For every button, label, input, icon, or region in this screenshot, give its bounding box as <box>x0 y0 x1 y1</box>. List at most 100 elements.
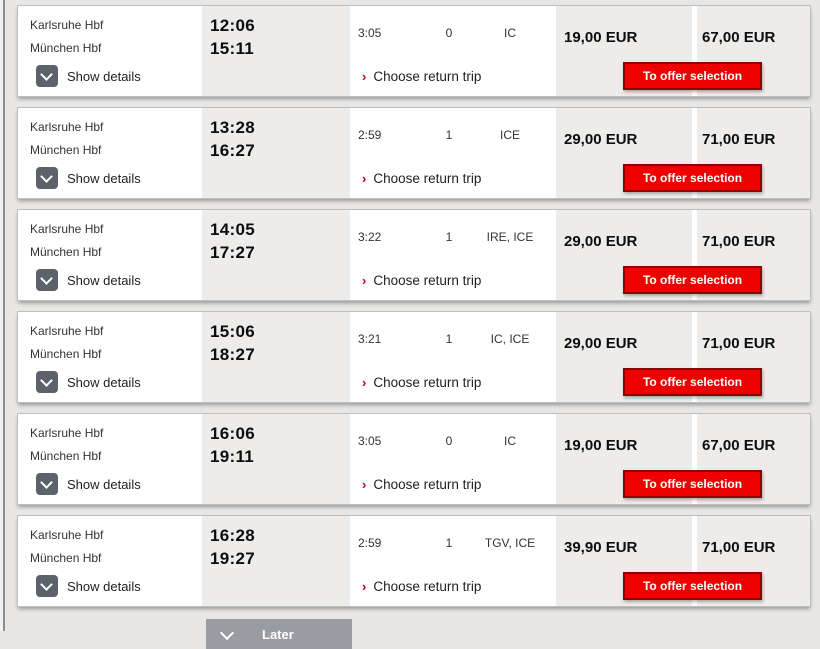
choose-return-trip-link[interactable]: › Choose return trip <box>362 477 481 492</box>
chevron-down-icon <box>36 371 58 393</box>
connection-row: Karlsruhe Hbf München Hbf Show details 1… <box>17 311 811 403</box>
prices-column: 29,00 EUR 71,00 EUR To offer selection <box>556 108 810 198</box>
departure-time: 16:06 <box>210 424 255 443</box>
choose-return-trip-link[interactable]: › Choose return trip <box>362 375 481 390</box>
duration-value: 3:22 <box>358 230 382 244</box>
stations-column: Karlsruhe Hbf München Hbf Show details <box>18 210 202 300</box>
price-divider <box>692 108 697 198</box>
trip-summary: 3:05 0 IC <box>358 434 542 448</box>
chevron-right-icon: › <box>362 69 367 84</box>
connection-list: Karlsruhe Hbf München Hbf Show details 1… <box>17 5 811 617</box>
changes-count: 1 <box>445 128 453 142</box>
times-column: 13:28 16:27 <box>202 108 350 198</box>
price-savings: 29,00 EUR <box>564 233 638 250</box>
arrival-station: München Hbf <box>30 41 102 55</box>
times-column: 14:05 17:27 <box>202 210 350 300</box>
show-details-button[interactable]: Show details <box>36 473 141 495</box>
later-label: Later <box>262 626 294 642</box>
departure-station: Karlsruhe Hbf <box>30 120 104 134</box>
choose-return-trip-label: Choose return trip <box>373 273 482 288</box>
to-offer-selection-button[interactable]: To offer selection <box>623 266 762 294</box>
connection-row: Karlsruhe Hbf München Hbf Show details 1… <box>17 5 811 97</box>
show-details-button[interactable]: Show details <box>36 167 141 189</box>
arrival-station: München Hbf <box>30 449 102 463</box>
departure-time: 13:28 <box>210 118 255 137</box>
departure-station: Karlsruhe Hbf <box>30 222 104 236</box>
arrival-time: 18:27 <box>210 345 255 364</box>
departure-station: Karlsruhe Hbf <box>30 18 104 32</box>
trip-summary: 2:59 1 TGV, ICE <box>358 536 542 550</box>
to-offer-selection-button[interactable]: To offer selection <box>623 368 762 396</box>
times-column: 15:06 18:27 <box>202 312 350 402</box>
prices-column: 29,00 EUR 71,00 EUR To offer selection <box>556 312 810 402</box>
arrival-station: München Hbf <box>30 551 102 565</box>
times-column: 16:06 19:11 <box>202 414 350 504</box>
departure-station: Karlsruhe Hbf <box>30 426 104 440</box>
show-details-label: Show details <box>67 68 141 84</box>
chevron-down-icon <box>220 627 234 641</box>
page-left-border <box>0 0 5 631</box>
connection-row: Karlsruhe Hbf München Hbf Show details 1… <box>17 209 811 301</box>
price-flexible: 71,00 EUR <box>702 233 776 250</box>
departure-time: 16:28 <box>210 526 255 545</box>
products-value: ICE <box>499 128 520 142</box>
choose-return-trip-link[interactable]: › Choose return trip <box>362 273 481 288</box>
to-offer-selection-button[interactable]: To offer selection <box>623 572 762 600</box>
to-offer-selection-button[interactable]: To offer selection <box>623 164 762 192</box>
products-value: IRE, ICE <box>486 230 534 244</box>
show-details-label: Show details <box>67 170 141 186</box>
connection-row: Karlsruhe Hbf München Hbf Show details 1… <box>17 107 811 199</box>
trip-summary: 3:21 1 IC, ICE <box>358 332 542 346</box>
stations-column: Karlsruhe Hbf München Hbf Show details <box>18 108 202 198</box>
choose-return-trip-link[interactable]: › Choose return trip <box>362 171 481 186</box>
show-details-button[interactable]: Show details <box>36 269 141 291</box>
show-details-button[interactable]: Show details <box>36 371 141 393</box>
chevron-right-icon: › <box>362 579 367 594</box>
trip-summary: 3:05 0 IC <box>358 26 542 40</box>
price-flexible: 71,00 EUR <box>702 539 776 556</box>
show-details-button[interactable]: Show details <box>36 65 141 87</box>
departure-time: 15:06 <box>210 322 255 341</box>
stations-column: Karlsruhe Hbf München Hbf Show details <box>18 312 202 402</box>
products-value: IC, ICE <box>490 332 530 346</box>
choose-return-trip-link[interactable]: › Choose return trip <box>362 69 481 84</box>
changes-count: 1 <box>445 332 453 346</box>
price-flexible: 67,00 EUR <box>702 437 776 454</box>
choose-return-trip-link[interactable]: › Choose return trip <box>362 579 481 594</box>
details-column: 3:21 1 IC, ICE › Choose return trip <box>350 312 556 402</box>
choose-return-trip-label: Choose return trip <box>373 69 482 84</box>
details-column: 2:59 1 TGV, ICE › Choose return trip <box>350 516 556 606</box>
changes-count: 1 <box>445 536 453 550</box>
times-column: 12:06 15:11 <box>202 6 350 96</box>
show-details-label: Show details <box>67 272 141 288</box>
price-divider <box>692 516 697 606</box>
chevron-right-icon: › <box>362 273 367 288</box>
price-divider <box>692 312 697 402</box>
to-offer-selection-button[interactable]: To offer selection <box>623 62 762 90</box>
arrival-time: 15:11 <box>210 39 255 58</box>
duration-value: 2:59 <box>358 128 382 142</box>
arrival-time: 17:27 <box>210 243 255 262</box>
stations-column: Karlsruhe Hbf München Hbf Show details <box>18 516 202 606</box>
price-divider <box>692 414 697 504</box>
price-flexible: 71,00 EUR <box>702 131 776 148</box>
trip-summary: 3:22 1 IRE, ICE <box>358 230 542 244</box>
arrival-time: 19:27 <box>210 549 255 568</box>
price-savings: 19,00 EUR <box>564 29 638 46</box>
departure-time: 12:06 <box>210 16 255 35</box>
show-details-button[interactable]: Show details <box>36 575 141 597</box>
products-value: IC <box>504 434 516 448</box>
chevron-right-icon: › <box>362 375 367 390</box>
prices-column: 29,00 EUR 71,00 EUR To offer selection <box>556 210 810 300</box>
show-details-label: Show details <box>67 374 141 390</box>
choose-return-trip-label: Choose return trip <box>373 171 482 186</box>
choose-return-trip-label: Choose return trip <box>373 477 482 492</box>
later-button[interactable]: Later <box>206 619 352 649</box>
stations-column: Karlsruhe Hbf München Hbf Show details <box>18 414 202 504</box>
departure-time: 14:05 <box>210 220 255 239</box>
chevron-down-icon <box>36 473 58 495</box>
price-flexible: 71,00 EUR <box>702 335 776 352</box>
stations-column: Karlsruhe Hbf München Hbf Show details <box>18 6 202 96</box>
chevron-down-icon <box>36 167 58 189</box>
to-offer-selection-button[interactable]: To offer selection <box>623 470 762 498</box>
